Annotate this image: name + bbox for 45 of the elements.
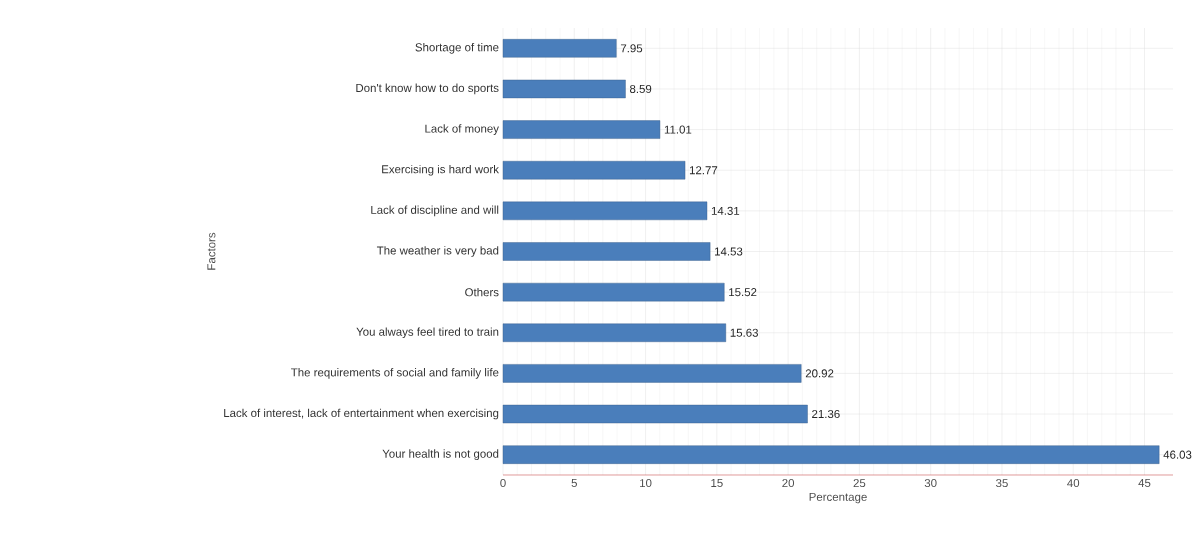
x-tick-label: 45 (1138, 479, 1151, 487)
bar (502, 404, 808, 424)
bar (502, 120, 661, 139)
y-tick-label: Your health is not good (382, 449, 499, 461)
bar (502, 445, 1160, 464)
y-tick-label: Exercising is hard work (382, 164, 499, 176)
x-tick-label: 40 (1067, 479, 1080, 488)
data-label: 20.92 (805, 369, 834, 378)
y-tick-label: Others (465, 287, 499, 297)
y-tick-label: Shortage of time (415, 42, 499, 54)
data-label: 14.53 (715, 247, 743, 256)
bar (502, 161, 686, 180)
bar (502, 323, 727, 342)
x-tick-label: 30 (924, 479, 937, 488)
y-tick-label: The requirements of social and family life (291, 368, 499, 379)
x-tick-label: 5 (571, 479, 577, 487)
bar (502, 364, 802, 383)
bar (502, 201, 708, 221)
y-tick-label: Lack of money (425, 124, 499, 135)
data-label: 12.77 (689, 166, 718, 175)
x-tick-label: 10 (640, 479, 652, 488)
y-tick-label: The weather is very bad (376, 246, 499, 257)
bar (502, 39, 617, 58)
data-label: 11.01 (664, 125, 692, 134)
x-axis-title: Percentage (809, 492, 867, 504)
data-label: 15.63 (730, 328, 758, 337)
bar (502, 79, 626, 99)
data-label: 7.95 (620, 44, 643, 53)
data-label: 15.52 (729, 288, 757, 297)
data-label: 21.36 (812, 409, 840, 419)
y-tick-label: You always feel tired to train (356, 327, 499, 339)
x-tick-label: 25 (853, 479, 866, 488)
y-tick-label: Lack of interest, lack of entertainment when exercising (224, 408, 499, 420)
bar (502, 282, 725, 302)
x-tick-label: 0 (500, 479, 506, 488)
data-label: 46.03 (1163, 450, 1192, 459)
y-tick-label: Lack of discipline and will (371, 205, 499, 217)
x-tick-label: 35 (996, 479, 1008, 488)
data-label: 14.31 (711, 206, 740, 215)
y-axis-title: Factors (207, 232, 216, 270)
data-label: 8.59 (629, 84, 652, 93)
x-tick-label: 15 (711, 479, 723, 487)
x-tick-label: 20 (782, 479, 795, 488)
y-tick-label: Don't know how to do sports (356, 83, 499, 95)
bar (502, 242, 711, 261)
